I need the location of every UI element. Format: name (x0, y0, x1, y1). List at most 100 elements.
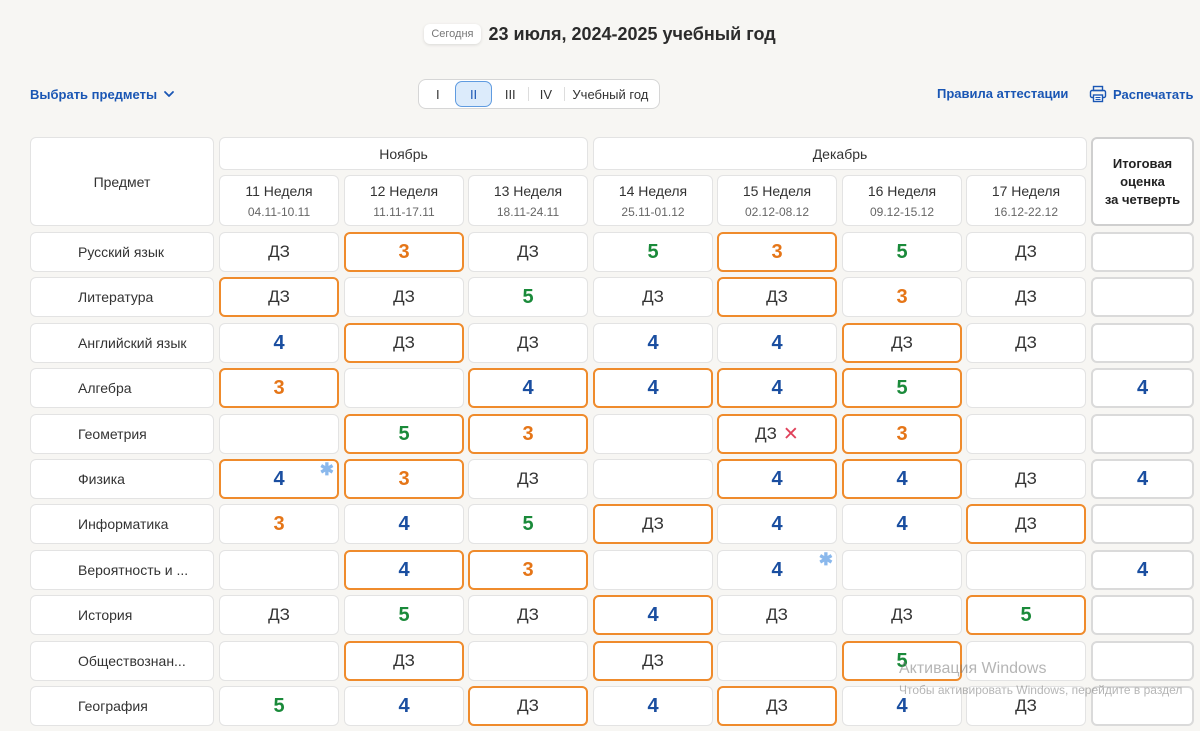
empty-grade-cell[interactable] (842, 550, 962, 590)
empty-grade-cell[interactable] (966, 414, 1086, 454)
grade-cell[interactable]: ДЗ (468, 686, 588, 726)
quarter-tab-5[interactable]: Учебный год (563, 81, 657, 107)
grade-cell[interactable]: ДЗ (219, 595, 339, 635)
grade-cell[interactable]: 4 (593, 323, 713, 363)
subject-name[interactable]: История (30, 595, 214, 635)
subject-name[interactable]: Русский язык (30, 232, 214, 272)
grade-cell[interactable]: 4 (842, 504, 962, 544)
grade-cell[interactable]: ДЗ (966, 686, 1086, 726)
grade-cell[interactable]: 5 (219, 686, 339, 726)
grade-cell[interactable]: 3 (842, 414, 962, 454)
grade-cell[interactable]: 4 (344, 550, 464, 590)
grade-cell[interactable]: 4 (593, 368, 713, 408)
empty-grade-cell[interactable] (219, 414, 339, 454)
final-grade-cell[interactable] (1091, 641, 1194, 681)
final-grade-cell[interactable] (1091, 414, 1194, 454)
final-grade-cell[interactable] (1091, 323, 1194, 363)
grade-cell[interactable]: ДЗ (468, 595, 588, 635)
grade-cell[interactable]: ДЗ (966, 323, 1086, 363)
grade-cell[interactable]: 5 (593, 232, 713, 272)
empty-grade-cell[interactable] (717, 641, 837, 681)
subject-name[interactable]: Информатика (30, 504, 214, 544)
grade-cell[interactable]: 3 (219, 368, 339, 408)
grade-cell[interactable]: 4 (593, 595, 713, 635)
empty-grade-cell[interactable] (468, 641, 588, 681)
grade-cell[interactable]: ДЗ (966, 277, 1086, 317)
grade-cell[interactable]: ДЗ (593, 277, 713, 317)
empty-grade-cell[interactable] (593, 459, 713, 499)
final-grade-cell[interactable]: 4 (1091, 368, 1194, 408)
grade-cell[interactable]: 4 (344, 686, 464, 726)
grade-cell[interactable]: 5 (344, 414, 464, 454)
grade-cell[interactable]: ДЗ (717, 595, 837, 635)
grade-cell[interactable]: 4 (717, 459, 837, 499)
grade-cell[interactable]: 5 (344, 595, 464, 635)
grade-cell[interactable]: 5 (468, 277, 588, 317)
grade-cell[interactable]: 5 (842, 641, 962, 681)
grade-cell[interactable]: 5 (468, 504, 588, 544)
final-grade-cell[interactable]: 4 (1091, 459, 1194, 499)
grade-cell[interactable]: 4 (344, 504, 464, 544)
grade-cell[interactable]: 4 (842, 459, 962, 499)
subject-name[interactable]: Вероятность и ... (30, 550, 214, 590)
quarter-tab-3[interactable]: III (504, 86, 516, 102)
empty-grade-cell[interactable] (593, 414, 713, 454)
subject-name[interactable]: Алгебра (30, 368, 214, 408)
final-grade-cell[interactable] (1091, 595, 1194, 635)
final-grade-cell[interactable] (1091, 277, 1194, 317)
empty-grade-cell[interactable] (966, 368, 1086, 408)
grade-cell[interactable]: ДЗ (966, 232, 1086, 272)
grade-cell[interactable]: 4 (717, 504, 837, 544)
grade-cell[interactable]: ДЗ (717, 277, 837, 317)
grade-cell[interactable]: 3 (344, 232, 464, 272)
grade-cell[interactable]: ДЗ (593, 504, 713, 544)
grade-cell[interactable]: 3 (468, 550, 588, 590)
grade-cell[interactable]: 3 (717, 232, 837, 272)
quarter-tab-2[interactable]: II (454, 81, 493, 107)
grade-cell[interactable]: 4 (593, 686, 713, 726)
subject-name[interactable]: Английский язык (30, 323, 214, 363)
grade-cell[interactable]: ДЗ (717, 686, 837, 726)
grade-cell[interactable]: ДЗ (842, 323, 962, 363)
empty-grade-cell[interactable] (593, 550, 713, 590)
grade-cell[interactable]: 4 ✱ (219, 459, 339, 499)
subject-name[interactable]: Литература (30, 277, 214, 317)
grade-cell[interactable]: ДЗ (593, 641, 713, 681)
subject-name[interactable]: Геометрия (30, 414, 214, 454)
final-grade-cell[interactable] (1091, 232, 1194, 272)
grade-cell[interactable]: ДЗ (468, 323, 588, 363)
grade-cell[interactable]: 4 (717, 368, 837, 408)
grade-cell[interactable]: 5 (842, 368, 962, 408)
grade-cell[interactable]: 3 (344, 459, 464, 499)
empty-grade-cell[interactable] (344, 368, 464, 408)
today-button[interactable]: Сегодня (424, 24, 481, 44)
empty-grade-cell[interactable] (966, 550, 1086, 590)
print-button[interactable]: Распечатать (1089, 84, 1193, 104)
grade-cell[interactable]: 5 (842, 232, 962, 272)
quarter-tab-1[interactable]: I (436, 86, 440, 102)
grade-cell[interactable]: ДЗ ✕ (717, 414, 837, 454)
grade-cell[interactable]: 3 (468, 414, 588, 454)
final-grade-cell[interactable] (1091, 686, 1194, 726)
grade-cell[interactable]: ДЗ (468, 459, 588, 499)
grade-cell[interactable]: 4 ✱ (717, 550, 837, 590)
choose-subjects-dropdown[interactable]: Выбрать предметы (30, 84, 176, 104)
grade-cell[interactable]: 3 (219, 504, 339, 544)
grade-cell[interactable]: ДЗ (842, 595, 962, 635)
grade-cell[interactable]: 3 (842, 277, 962, 317)
grade-cell[interactable]: 5 (966, 595, 1086, 635)
subject-name[interactable]: Физика (30, 459, 214, 499)
grade-cell[interactable]: 4 (468, 368, 588, 408)
grade-cell[interactable]: ДЗ (219, 232, 339, 272)
grade-cell[interactable]: ДЗ (344, 323, 464, 363)
grade-cell[interactable]: ДЗ (966, 504, 1086, 544)
grade-cell[interactable]: ДЗ (344, 277, 464, 317)
grade-cell[interactable]: ДЗ (966, 459, 1086, 499)
final-grade-cell[interactable]: 4 (1091, 550, 1194, 590)
empty-grade-cell[interactable] (966, 641, 1086, 681)
grade-cell[interactable]: ДЗ (219, 277, 339, 317)
empty-grade-cell[interactable] (219, 641, 339, 681)
grade-cell[interactable]: 4 (219, 323, 339, 363)
subject-name[interactable]: География (30, 686, 214, 726)
attestation-rules-link[interactable]: Правила аттестации (937, 86, 1069, 101)
